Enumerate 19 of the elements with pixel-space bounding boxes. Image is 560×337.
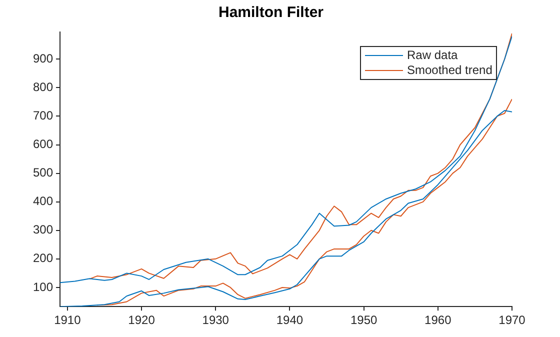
- y-tick-label: 300: [32, 222, 54, 237]
- legend-label: Raw data: [407, 48, 458, 63]
- x-tick-label: 1910: [54, 313, 82, 328]
- x-tick-label: 1940: [276, 313, 304, 328]
- x-tick-label: 1920: [128, 313, 156, 328]
- chart-title: Hamilton Filter: [218, 4, 324, 22]
- x-tick-label: 1960: [424, 313, 452, 328]
- y-tick-label: 400: [32, 194, 54, 208]
- legend-label: Smoothed trend: [407, 63, 492, 78]
- y-tick-label: 600: [32, 137, 54, 152]
- x-tick-label: 1970: [498, 313, 526, 328]
- x-tick-label: 1950: [350, 313, 378, 328]
- y-tick-label: 800: [32, 80, 54, 94]
- x-tick-label: 1930: [202, 313, 230, 328]
- y-tick-label: 200: [32, 251, 54, 266]
- y-tick-label: 100: [32, 280, 54, 294]
- y-tick-label: 700: [32, 108, 54, 123]
- y-tick-label: 500: [32, 166, 54, 180]
- y-tick-label: 900: [32, 51, 54, 66]
